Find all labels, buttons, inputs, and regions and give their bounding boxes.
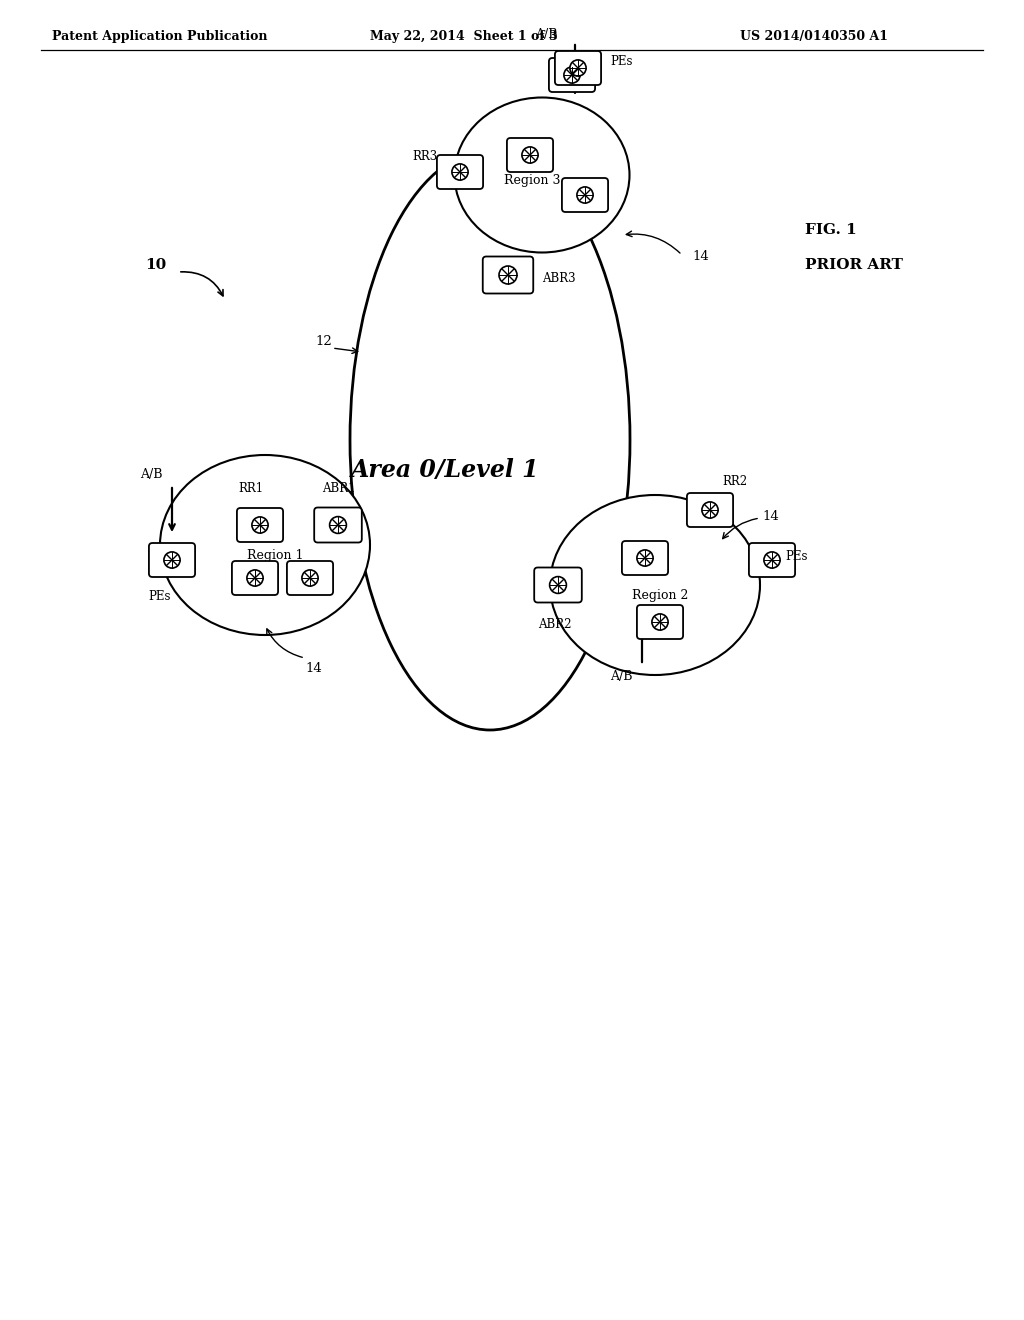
Text: RR2: RR2 (722, 475, 748, 488)
Circle shape (652, 614, 668, 630)
Text: Region 1: Region 1 (247, 549, 303, 561)
FancyBboxPatch shape (637, 605, 683, 639)
Text: PRIOR ART: PRIOR ART (805, 257, 903, 272)
Ellipse shape (160, 455, 370, 635)
FancyBboxPatch shape (437, 154, 483, 189)
FancyBboxPatch shape (535, 568, 582, 602)
FancyBboxPatch shape (555, 51, 601, 84)
Text: Region 3: Region 3 (504, 173, 560, 186)
FancyBboxPatch shape (749, 543, 795, 577)
Text: US 2014/0140350 A1: US 2014/0140350 A1 (740, 30, 888, 44)
Text: RR3: RR3 (412, 150, 437, 162)
Text: RR1: RR1 (238, 482, 263, 495)
Circle shape (701, 502, 718, 519)
Text: A/B: A/B (610, 671, 633, 682)
FancyBboxPatch shape (482, 256, 534, 293)
Text: ABR1: ABR1 (322, 482, 355, 495)
Circle shape (330, 516, 346, 533)
Circle shape (302, 570, 318, 586)
Circle shape (550, 577, 566, 594)
Circle shape (499, 267, 517, 284)
FancyBboxPatch shape (287, 561, 333, 595)
Text: Area 0/Level 1: Area 0/Level 1 (350, 458, 540, 482)
Text: A/B: A/B (140, 469, 163, 480)
Text: 12: 12 (315, 335, 332, 348)
Text: May 22, 2014  Sheet 1 of 3: May 22, 2014 Sheet 1 of 3 (370, 30, 558, 44)
Circle shape (522, 147, 538, 164)
FancyBboxPatch shape (549, 58, 595, 92)
Text: Patent Application Publication: Patent Application Publication (52, 30, 267, 44)
Ellipse shape (455, 98, 630, 252)
Text: PEs: PEs (148, 590, 171, 603)
FancyBboxPatch shape (148, 543, 196, 577)
Text: 14: 14 (305, 663, 322, 675)
FancyBboxPatch shape (314, 507, 361, 543)
Text: PEs: PEs (785, 550, 808, 564)
Circle shape (164, 552, 180, 568)
Circle shape (764, 552, 780, 568)
FancyBboxPatch shape (237, 508, 283, 543)
Text: Region 2: Region 2 (632, 589, 688, 602)
Text: FIG. 1: FIG. 1 (805, 223, 857, 238)
Text: 14: 14 (762, 510, 778, 523)
Text: ABR2: ABR2 (538, 618, 571, 631)
Circle shape (637, 550, 653, 566)
FancyBboxPatch shape (562, 178, 608, 213)
Text: 14: 14 (692, 249, 709, 263)
Ellipse shape (350, 150, 630, 730)
Ellipse shape (550, 495, 760, 675)
Circle shape (452, 164, 468, 180)
Text: 10: 10 (145, 257, 166, 272)
Text: ABR3: ABR3 (542, 272, 575, 285)
Circle shape (577, 187, 593, 203)
Circle shape (252, 517, 268, 533)
Circle shape (570, 59, 586, 77)
FancyBboxPatch shape (687, 492, 733, 527)
Text: A/B: A/B (535, 28, 557, 41)
FancyBboxPatch shape (507, 139, 553, 172)
Text: PEs: PEs (610, 55, 633, 69)
Circle shape (247, 570, 263, 586)
Circle shape (564, 67, 581, 83)
FancyBboxPatch shape (622, 541, 668, 576)
FancyBboxPatch shape (231, 561, 279, 595)
